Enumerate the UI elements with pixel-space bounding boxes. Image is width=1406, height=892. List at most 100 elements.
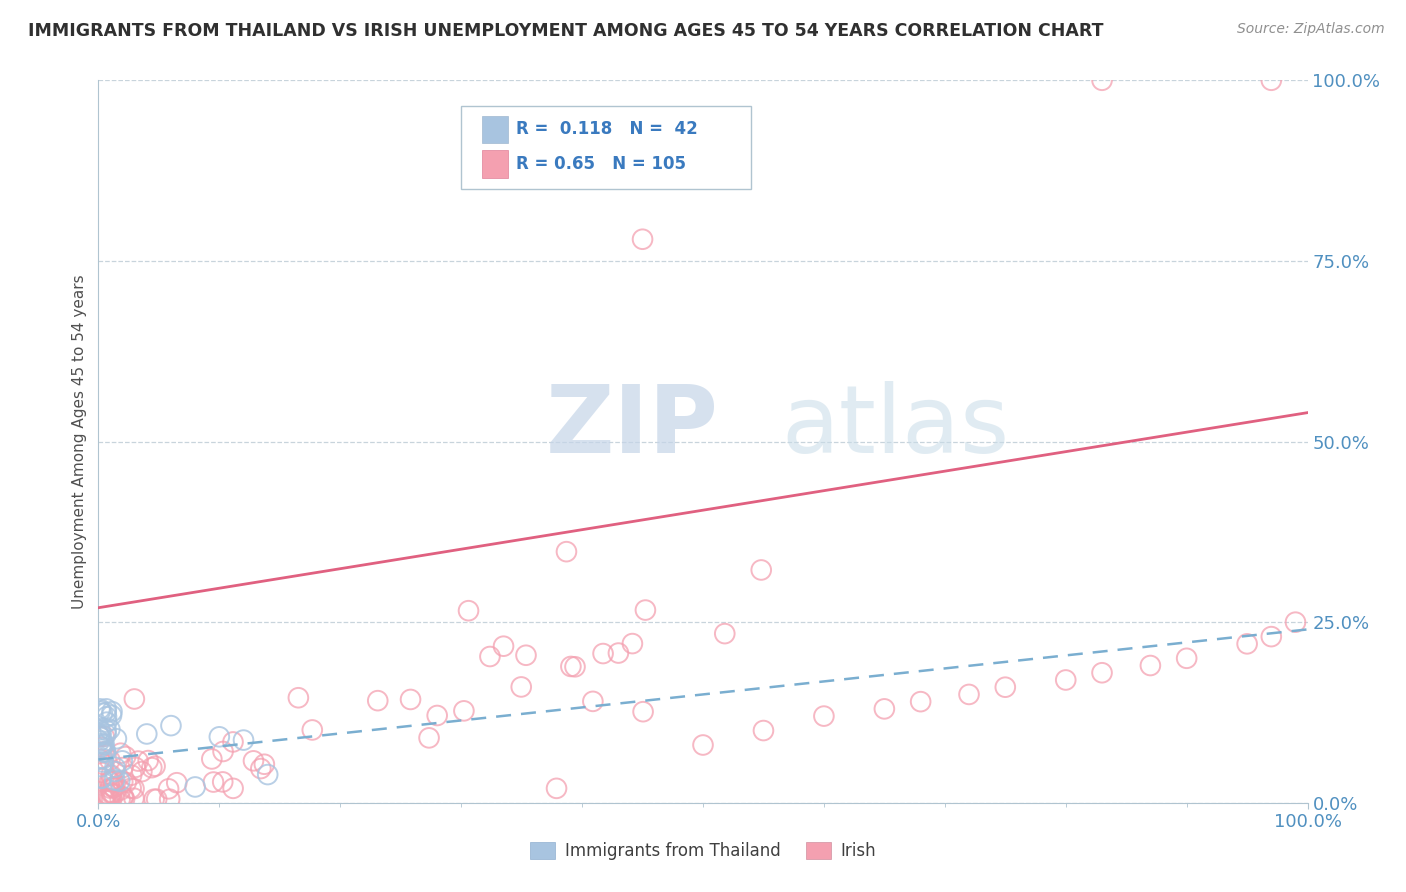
Point: [492, 639, 515, 653]
Point: [94, 745, 117, 759]
Point: [93, 757, 115, 772]
Point: [211, 775, 233, 789]
Point: [98, 792, 121, 806]
Point: [96, 723, 118, 738]
Text: ZIP: ZIP: [546, 381, 718, 473]
Point: [104, 764, 127, 779]
Point: [124, 760, 146, 774]
Point: [112, 790, 135, 805]
Point: [1260, 73, 1282, 87]
Point: [91, 751, 114, 765]
Point: [94, 727, 117, 741]
Point: [692, 738, 714, 752]
Point: [202, 775, 225, 789]
Point: [1175, 651, 1198, 665]
Point: [253, 757, 276, 772]
Point: [100, 708, 122, 723]
Point: [89, 723, 111, 737]
Point: [114, 792, 136, 806]
Point: [145, 792, 167, 806]
Point: [510, 680, 533, 694]
Point: [103, 780, 125, 795]
Point: [1260, 630, 1282, 644]
Point: [621, 637, 644, 651]
Point: [96, 787, 118, 801]
Point: [100, 774, 122, 789]
Point: [994, 680, 1017, 694]
Point: [1091, 73, 1114, 87]
Point: [97, 792, 120, 806]
Point: [160, 718, 183, 732]
Point: [582, 694, 605, 708]
Point: [1091, 665, 1114, 680]
FancyBboxPatch shape: [461, 105, 751, 189]
Point: [546, 781, 568, 796]
Point: [111, 761, 134, 775]
Point: [108, 792, 131, 806]
Point: [90, 772, 112, 786]
Point: [89, 704, 111, 718]
Point: [957, 687, 980, 701]
Point: [89, 702, 111, 716]
Point: [515, 648, 537, 663]
Text: IMMIGRANTS FROM THAILAND VS IRISH UNEMPLOYMENT AMONG AGES 45 TO 54 YEARS CORRELA: IMMIGRANTS FROM THAILAND VS IRISH UNEMPL…: [28, 22, 1104, 40]
Point: [89, 752, 111, 766]
Point: [143, 759, 166, 773]
Point: [143, 792, 166, 806]
Bar: [482, 151, 509, 178]
Point: [127, 754, 149, 768]
Point: [166, 776, 188, 790]
Point: [90, 739, 112, 754]
Point: [98, 781, 121, 796]
Point: [131, 764, 153, 779]
Point: [426, 708, 449, 723]
Legend: Immigrants from Thailand, Irish: Immigrants from Thailand, Irish: [523, 835, 883, 867]
Point: [1284, 615, 1306, 630]
Text: R = 0.65   N = 105: R = 0.65 N = 105: [516, 155, 686, 173]
Point: [91, 706, 114, 721]
Point: [135, 727, 157, 741]
Text: R =  0.118   N =  42: R = 0.118 N = 42: [516, 120, 697, 138]
Point: [910, 695, 932, 709]
Point: [96, 706, 118, 720]
Point: [93, 792, 115, 806]
Point: [555, 544, 578, 558]
Point: [159, 792, 181, 806]
Point: [96, 702, 118, 716]
Point: [110, 746, 132, 760]
Point: [634, 603, 657, 617]
Point: [98, 723, 121, 737]
Point: [90, 759, 112, 773]
Point: [91, 738, 114, 752]
Point: [121, 768, 143, 782]
Point: [96, 709, 118, 723]
Point: [560, 659, 582, 673]
Point: [1139, 658, 1161, 673]
Point: [111, 754, 134, 768]
Point: [104, 760, 127, 774]
Point: [111, 790, 134, 805]
Point: [115, 775, 138, 789]
Point: [250, 762, 273, 776]
Text: Source: ZipAtlas.com: Source: ZipAtlas.com: [1237, 22, 1385, 37]
Point: [242, 754, 264, 768]
Point: [418, 731, 440, 745]
Point: [1236, 637, 1258, 651]
Text: atlas: atlas: [782, 381, 1010, 473]
Point: [101, 787, 124, 801]
Point: [90, 731, 112, 745]
Point: [457, 604, 479, 618]
Point: [136, 754, 159, 768]
Point: [124, 692, 146, 706]
Point: [93, 730, 115, 744]
Point: [141, 761, 163, 775]
Point: [93, 745, 115, 759]
Point: [287, 690, 309, 705]
Point: [100, 792, 122, 806]
Point: [111, 774, 134, 789]
Point: [713, 626, 735, 640]
Point: [256, 767, 278, 781]
Point: [120, 781, 142, 796]
Point: [631, 232, 654, 246]
Point: [222, 781, 245, 796]
